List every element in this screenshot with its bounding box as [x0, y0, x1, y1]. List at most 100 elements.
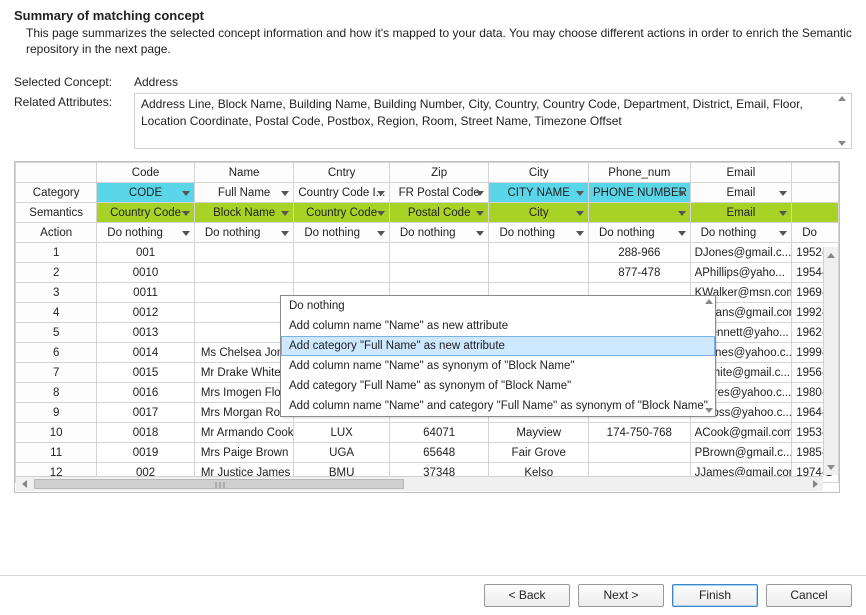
dropdown-item[interactable]: Do nothing [281, 296, 715, 316]
category-select[interactable]: Full Name [194, 183, 294, 203]
col-header[interactable]: Phone_num [589, 163, 691, 183]
dropdown-item[interactable]: Add column name "Name" as synonym of "Bl… [281, 356, 715, 376]
dropdown-item[interactable]: Add column name "Name" as new attribute [281, 316, 715, 336]
dropdown-item[interactable]: Add category "Full Name" as synonym of "… [281, 376, 715, 396]
finish-button[interactable]: Finish [672, 584, 758, 607]
action-select[interactable]: Do nothing [690, 223, 792, 243]
col-header[interactable]: Name [194, 163, 294, 183]
cell-code: 0018 [97, 423, 195, 443]
action-select[interactable]: Do nothing [389, 223, 489, 243]
chevron-down-icon [779, 231, 787, 236]
scroll-right-icon[interactable] [807, 477, 823, 491]
selected-concept-label: Selected Concept: [14, 75, 134, 89]
cell-cntry: LUX [294, 423, 390, 443]
category-select[interactable]: Country Code I... [294, 183, 390, 203]
scrollbar-thumb[interactable] [34, 479, 404, 489]
semantics-select[interactable]: Email [690, 203, 792, 223]
action-select-extra[interactable]: Do [792, 223, 839, 243]
cell-city: Mayview [489, 423, 589, 443]
cell-zip [389, 263, 489, 283]
next-button[interactable]: Next > [578, 584, 664, 607]
corner-header [16, 163, 97, 183]
cell-cntry: UGA [294, 443, 390, 463]
category-select-extra[interactable] [792, 183, 839, 203]
chevron-down-icon [377, 211, 385, 216]
chevron-down-icon [281, 211, 289, 216]
scroll-left-icon[interactable] [16, 477, 32, 491]
category-select[interactable]: Email [690, 183, 792, 203]
cell-name [194, 303, 294, 323]
category-select[interactable]: CODE [97, 183, 195, 203]
table-row[interactable]: 11 0019 Mrs Paige Brown UGA 65648 Fair G… [16, 443, 839, 463]
cancel-button[interactable]: Cancel [766, 584, 852, 607]
dropdown-item[interactable]: Add category "Full Name" as new attribut… [281, 336, 715, 356]
cell-name: Mr Drake White [194, 363, 294, 383]
scroll-down-icon[interactable] [824, 459, 838, 475]
dropdown-scroll-down-icon[interactable] [705, 408, 713, 413]
back-button[interactable]: < Back [484, 584, 570, 607]
cell-email: DJones@gmail.c... [690, 243, 792, 263]
cell-cntry [294, 243, 390, 263]
row-number: 2 [16, 263, 97, 283]
chevron-down-icon [377, 231, 385, 236]
scroll-down-icon[interactable] [838, 141, 846, 146]
table-row[interactable]: 2 0010 877-478 APhillips@yaho... 1954-0 [16, 263, 839, 283]
cell-code: 0016 [97, 383, 195, 403]
dropdown-item[interactable]: Add column name "Name" and category "Ful… [281, 396, 715, 416]
row-number: 6 [16, 343, 97, 363]
cell-name: Mrs Morgan Ross [194, 403, 294, 423]
col-header[interactable]: Code [97, 163, 195, 183]
chevron-down-icon [576, 231, 584, 236]
col-header[interactable]: Zip [389, 163, 489, 183]
cell-phone [589, 443, 691, 463]
table-row[interactable]: 1 001 288-966 DJones@gmail.c... 1952-0 [16, 243, 839, 263]
col-header[interactable]: City [489, 163, 589, 183]
cell-email: ACook@gmail.com [690, 423, 792, 443]
cell-city [489, 263, 589, 283]
category-select[interactable]: CITY NAME [489, 183, 589, 203]
dropdown-scroll-up-icon[interactable] [705, 299, 713, 304]
chevron-down-icon [281, 231, 289, 236]
semantics-select[interactable]: Block Name [194, 203, 294, 223]
row-number: 5 [16, 323, 97, 343]
chevron-down-icon [779, 191, 787, 196]
scroll-up-icon[interactable] [838, 96, 846, 101]
action-dropdown[interactable]: Do nothingAdd column name "Name" as new … [280, 295, 716, 417]
category-select[interactable]: PHONE NUMBER [589, 183, 691, 203]
cell-code: 0014 [97, 343, 195, 363]
cell-phone: 288-966 [589, 243, 691, 263]
cell-code: 001 [97, 243, 195, 263]
action-select[interactable]: Do nothing [97, 223, 195, 243]
table-vertical-scrollbar[interactable] [823, 247, 838, 475]
chevron-down-icon [678, 211, 686, 216]
cell-code: 0010 [97, 263, 195, 283]
chevron-down-icon [377, 191, 385, 196]
related-attributes-text[interactable]: Address Line, Block Name, Building Name,… [134, 93, 852, 149]
semantics-select[interactable]: Country Code [97, 203, 195, 223]
col-header[interactable]: Cntry [294, 163, 390, 183]
cell-name: Mrs Imogen Flores [194, 383, 294, 403]
col-header[interactable]: Email [690, 163, 792, 183]
cell-cntry [294, 263, 390, 283]
cell-code: 0017 [97, 403, 195, 423]
scroll-up-icon[interactable] [824, 247, 838, 263]
related-attributes-label: Related Attributes: [14, 93, 134, 149]
row-number: 10 [16, 423, 97, 443]
semantics-select[interactable]: Postal Code [389, 203, 489, 223]
action-select[interactable]: Do nothing [294, 223, 390, 243]
cell-code: 0013 [97, 323, 195, 343]
semantics-select[interactable]: City [489, 203, 589, 223]
table-horizontal-scrollbar[interactable] [16, 476, 823, 491]
action-select[interactable]: Do nothing [194, 223, 294, 243]
category-select[interactable]: FR Postal Code [389, 183, 489, 203]
chevron-down-icon [576, 211, 584, 216]
action-select[interactable]: Do nothing [589, 223, 691, 243]
semantics-select[interactable] [589, 203, 691, 223]
table-row[interactable]: 10 0018 Mr Armando Cook LUX 64071 Mayvie… [16, 423, 839, 443]
chevron-down-icon [182, 191, 190, 196]
action-select[interactable]: Do nothing [489, 223, 589, 243]
semantics-select[interactable]: Country Code [294, 203, 390, 223]
cell-zip: 65648 [389, 443, 489, 463]
chevron-down-icon [182, 211, 190, 216]
semantics-select-extra[interactable] [792, 203, 839, 223]
